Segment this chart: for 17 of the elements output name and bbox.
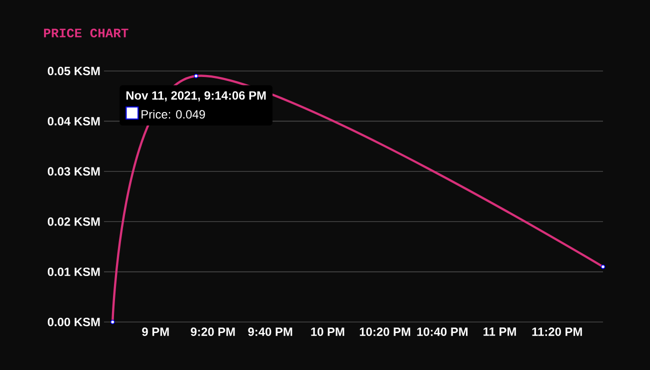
- x-tick-label: 10:40 PM: [417, 328, 468, 336]
- x-tick-label: 10 PM: [311, 328, 344, 336]
- annotation: Price: 0.049: [142, 110, 205, 119]
- x-tick-label: 9:20 PM: [190, 328, 235, 336]
- y-tick-label: 0.05 KSM: [48, 66, 100, 76]
- x-tick-label: 9 PM: [142, 328, 169, 336]
- annotation: Nov 11, 2021, 9:14:06 PM: [126, 91, 266, 102]
- chart-title: PRICE CHART: [44, 28, 128, 38]
- x-tick-label: 11:20 PM: [532, 328, 582, 336]
- x-tick-label: 11 PM: [484, 328, 516, 336]
- y-tick-label: 0.03 KSM: [48, 167, 100, 176]
- y-tick-label: 0.04 KSM: [48, 116, 100, 126]
- x-tick-label: 9:40 PM: [248, 328, 292, 336]
- y-tick-label: 0.00 KSM: [48, 318, 100, 326]
- x-tick-label: 10:20 PM: [360, 328, 410, 336]
- y-tick-label: 0.01 KSM: [48, 268, 100, 276]
- y-tick-label: 0.02 KSM: [48, 217, 100, 226]
